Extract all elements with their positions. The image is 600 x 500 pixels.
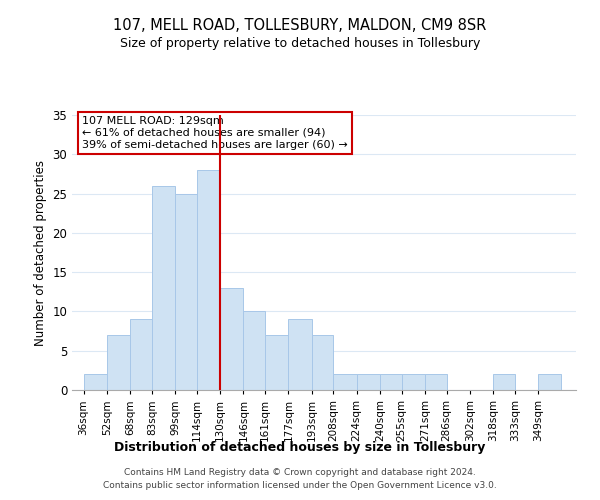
- Bar: [334, 374, 356, 390]
- Bar: [493, 374, 515, 390]
- Text: 107, MELL ROAD, TOLLESBURY, MALDON, CM9 8SR: 107, MELL ROAD, TOLLESBURY, MALDON, CM9 …: [113, 18, 487, 32]
- Text: 107 MELL ROAD: 129sqm
← 61% of detached houses are smaller (94)
39% of semi-deta: 107 MELL ROAD: 129sqm ← 61% of detached …: [82, 116, 348, 150]
- Bar: [197, 170, 220, 390]
- Bar: [265, 335, 289, 390]
- Bar: [402, 374, 425, 390]
- Bar: [356, 374, 380, 390]
- Text: Contains public sector information licensed under the Open Government Licence v3: Contains public sector information licen…: [103, 482, 497, 490]
- Bar: [152, 186, 175, 390]
- Text: Contains HM Land Registry data © Crown copyright and database right 2024.: Contains HM Land Registry data © Crown c…: [124, 468, 476, 477]
- Text: Distribution of detached houses by size in Tollesbury: Distribution of detached houses by size …: [115, 441, 485, 454]
- Bar: [425, 374, 447, 390]
- Bar: [538, 374, 562, 390]
- Bar: [380, 374, 402, 390]
- Bar: [289, 320, 311, 390]
- Y-axis label: Number of detached properties: Number of detached properties: [34, 160, 47, 346]
- Bar: [220, 288, 244, 390]
- Bar: [130, 320, 152, 390]
- Bar: [83, 374, 107, 390]
- Bar: [107, 335, 130, 390]
- Bar: [311, 335, 334, 390]
- Bar: [244, 312, 265, 390]
- Bar: [175, 194, 197, 390]
- Text: Size of property relative to detached houses in Tollesbury: Size of property relative to detached ho…: [120, 38, 480, 51]
